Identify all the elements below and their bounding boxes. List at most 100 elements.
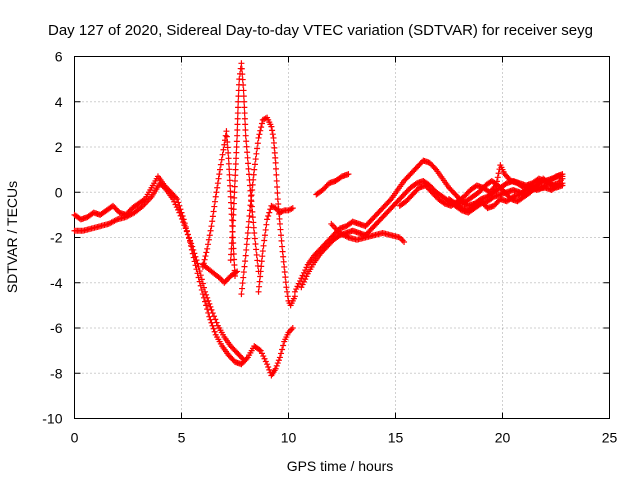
data-point xyxy=(283,284,290,291)
data-point xyxy=(207,227,214,234)
data-point xyxy=(203,249,210,256)
data-point xyxy=(272,365,279,372)
data-point xyxy=(269,131,276,138)
data-point xyxy=(235,98,242,105)
data-point xyxy=(233,149,240,156)
data-point xyxy=(251,166,258,173)
data-point xyxy=(171,198,178,205)
data-point xyxy=(223,133,230,140)
data-point xyxy=(239,71,246,78)
data-point xyxy=(242,121,249,128)
data-point xyxy=(202,288,209,295)
data-point xyxy=(494,174,501,181)
data-point xyxy=(266,209,273,216)
data-point xyxy=(274,183,281,190)
x-tick-label: 15 xyxy=(388,430,404,446)
data-point xyxy=(252,156,259,163)
data-point xyxy=(559,182,566,189)
data-point xyxy=(279,243,286,250)
data-point xyxy=(559,173,566,180)
data-point xyxy=(256,131,263,138)
x-tick-label: 5 xyxy=(178,430,186,446)
data-point xyxy=(183,228,190,235)
data-point xyxy=(289,325,296,331)
data-point xyxy=(239,285,246,292)
data-point xyxy=(255,288,262,295)
data-point xyxy=(232,172,239,179)
data-point xyxy=(226,166,233,173)
data-point xyxy=(229,234,236,241)
data-point xyxy=(210,208,217,215)
data-point xyxy=(249,214,256,221)
data-point xyxy=(241,104,248,111)
data-point xyxy=(258,120,265,127)
data-point xyxy=(257,127,264,134)
data-point xyxy=(284,288,291,295)
data-point xyxy=(199,280,206,287)
data-point xyxy=(257,273,264,280)
data-point xyxy=(243,138,250,145)
data-point xyxy=(224,144,231,151)
y-tick-label: -2 xyxy=(50,230,63,246)
data-point xyxy=(279,346,286,353)
data-point xyxy=(240,93,247,100)
data-point xyxy=(181,222,188,229)
data-point xyxy=(284,293,291,300)
x-tick-label: 10 xyxy=(281,430,297,446)
data-point xyxy=(227,257,234,264)
data-point xyxy=(208,223,215,230)
data-point xyxy=(232,269,239,276)
data-point xyxy=(173,204,180,211)
data-point xyxy=(223,128,230,135)
data-point xyxy=(234,132,241,139)
data-point xyxy=(189,243,196,250)
data-point xyxy=(277,226,284,233)
data-point xyxy=(234,268,241,275)
data-point xyxy=(233,155,240,162)
data-point xyxy=(281,263,288,270)
data-point xyxy=(221,141,228,148)
y-tick-label: -4 xyxy=(50,275,63,291)
data-point xyxy=(231,189,238,196)
data-point xyxy=(255,134,262,141)
data-point xyxy=(345,171,352,178)
data-point xyxy=(278,232,285,239)
data-point xyxy=(291,288,298,295)
data-point xyxy=(250,176,257,183)
data-point xyxy=(227,188,234,195)
data-point xyxy=(264,216,271,223)
data-point xyxy=(251,235,258,242)
data-point xyxy=(302,276,309,283)
data-point xyxy=(295,280,302,287)
data-point xyxy=(273,165,280,172)
data-point xyxy=(240,87,247,94)
data-point xyxy=(242,258,249,265)
data-point xyxy=(245,160,252,167)
data-point xyxy=(244,154,251,161)
data-point xyxy=(209,310,216,317)
data-points xyxy=(71,60,566,379)
y-tick-label: -10 xyxy=(42,411,62,427)
data-point xyxy=(180,219,187,226)
data-point xyxy=(203,302,210,309)
x-tick-label: 0 xyxy=(71,430,79,446)
series-trace-b xyxy=(71,180,247,363)
data-point xyxy=(185,234,192,241)
series-segment-mid xyxy=(313,171,352,198)
y-tick-label: 6 xyxy=(55,49,63,65)
data-point xyxy=(282,279,289,286)
data-point xyxy=(245,218,252,225)
data-point xyxy=(242,132,249,139)
data-point xyxy=(175,206,182,213)
grid xyxy=(74,56,610,419)
y-tick-label: 0 xyxy=(55,184,63,200)
data-point xyxy=(218,156,225,163)
data-point xyxy=(266,366,273,373)
data-point xyxy=(262,358,269,365)
data-point xyxy=(238,60,245,67)
data-point xyxy=(239,355,246,362)
series-spike-b xyxy=(227,60,262,275)
data-point xyxy=(225,160,232,167)
data-point xyxy=(241,98,248,105)
chart-title: Day 127 of 2020, Sidereal Day-to-day VTE… xyxy=(48,22,593,39)
